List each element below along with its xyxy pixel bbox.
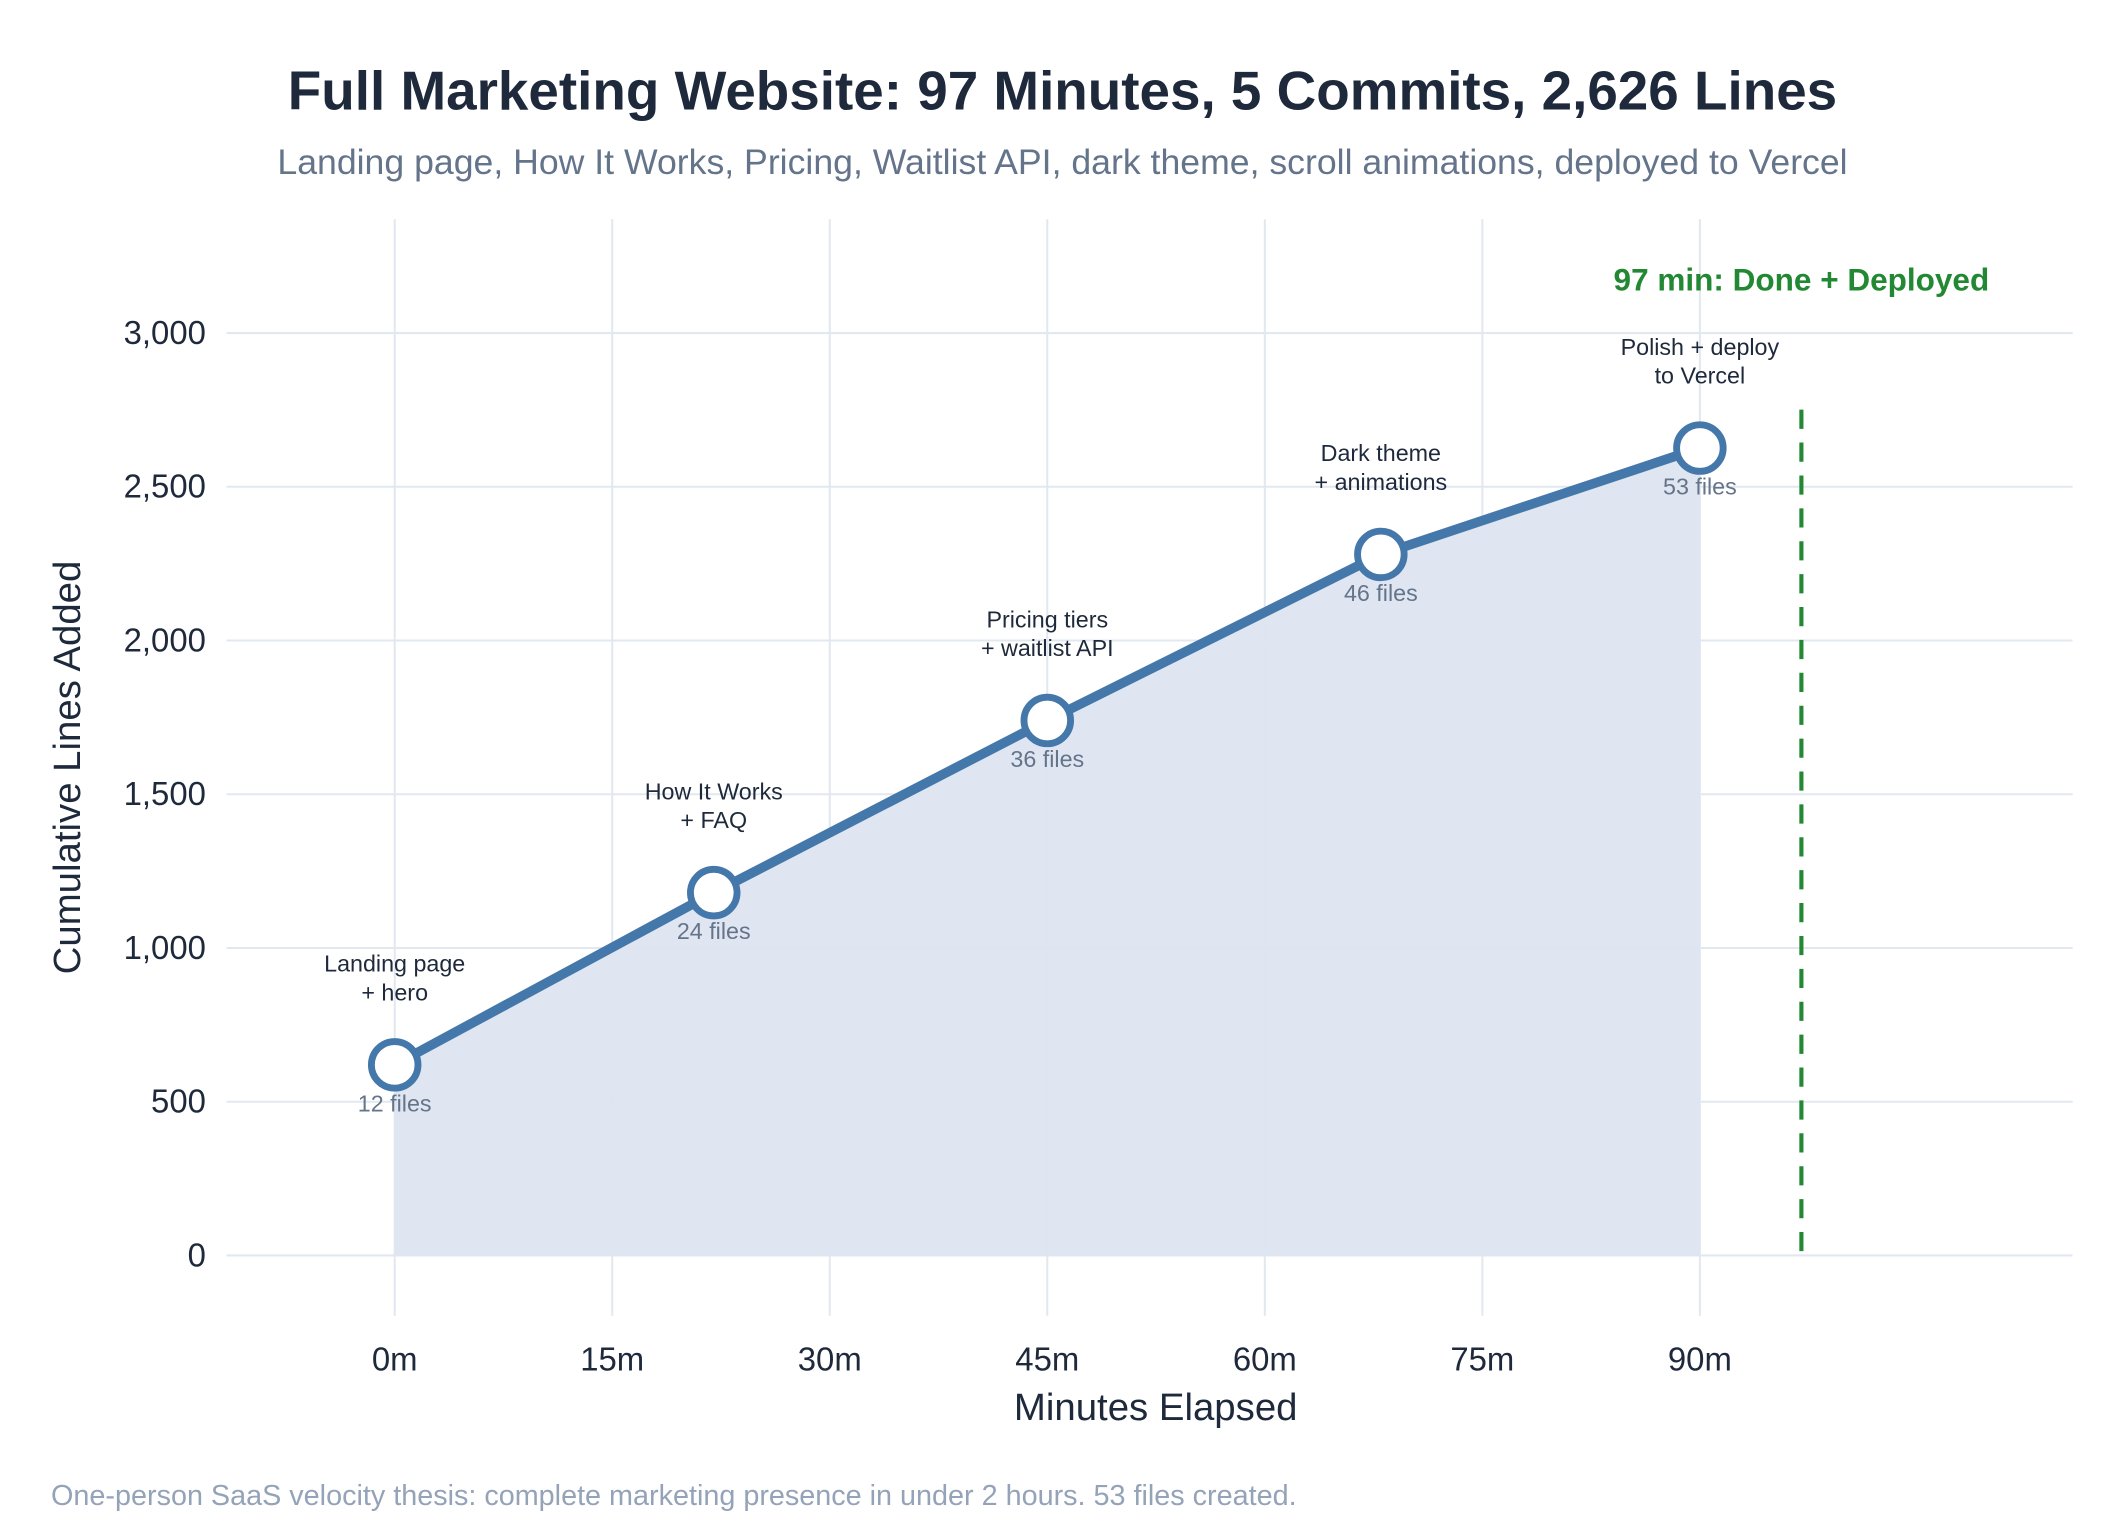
milestone-annotation: + animations xyxy=(1315,469,1448,495)
y-tick-label: 500 xyxy=(151,1083,206,1120)
data-point xyxy=(687,865,741,920)
data-point xyxy=(367,1038,422,1092)
area-fill xyxy=(394,448,1700,1256)
x-tick-label: 0m xyxy=(372,1341,418,1378)
y-tick-label: 2,000 xyxy=(124,621,206,658)
x-tick-label: 30m xyxy=(798,1341,862,1378)
y-tick-label: 3,000 xyxy=(124,314,206,351)
files-count-label: 36 files xyxy=(1010,746,1084,772)
x-axis-label: Minutes Elapsed xyxy=(1014,1386,1298,1429)
milestone-annotation: How It Works xyxy=(645,778,783,804)
y-tick-label: 0 xyxy=(188,1236,206,1273)
x-tick-label: 15m xyxy=(580,1341,644,1378)
x-tick-label: 60m xyxy=(1233,1341,1297,1378)
y-tick-label: 1,500 xyxy=(124,775,206,812)
x-tick-label: 90m xyxy=(1668,1341,1732,1378)
milestone-annotation: Dark theme xyxy=(1321,440,1441,466)
files-count-label: 24 files xyxy=(677,918,751,944)
data-point xyxy=(1020,693,1075,748)
data-point xyxy=(1673,421,1727,475)
plot-area: Landing page+ hero 12 files How It Works + … xyxy=(324,262,1989,1256)
milestone-annotation: + FAQ xyxy=(680,807,747,833)
milestone-annotation: + waitlist API xyxy=(981,635,1114,661)
x-tick-label: 75m xyxy=(1450,1341,1514,1378)
x-tick-label: 45m xyxy=(1015,1341,1079,1378)
milestone-annotation: Polish + deploy xyxy=(1621,334,1780,360)
files-count-label: 46 files xyxy=(1344,580,1418,606)
milestone-annotation: Landing page xyxy=(324,951,465,977)
files-count-label: 53 files xyxy=(1663,474,1737,500)
files-count-label: 12 files xyxy=(358,1090,432,1116)
milestone-annotation: Pricing tiers xyxy=(986,606,1108,632)
data-point xyxy=(1354,527,1408,582)
chart-subtitle: Landing page, How It Works, Pricing, Wai… xyxy=(277,142,1847,182)
milestone-annotation: to Vercel xyxy=(1655,363,1746,389)
y-tick-label: 2,500 xyxy=(124,468,206,505)
done-marker-label: 97 min: Done + Deployed xyxy=(1614,262,1990,298)
milestone-annotation: + hero xyxy=(361,979,428,1005)
y-tick-label: 1,000 xyxy=(124,929,206,966)
y-axis-label: Cumulative Lines Added xyxy=(46,561,89,975)
ticks: 0m 15m 30m 45m 60m 75m 90m 0 500 1,000 1,500 2,000 2… xyxy=(124,314,1732,1378)
chart-title: Full Marketing Website: 97 Minutes, 5 Co… xyxy=(288,60,1837,122)
footer-note: One-person SaaS velocity thesis: complet… xyxy=(51,1480,1297,1512)
